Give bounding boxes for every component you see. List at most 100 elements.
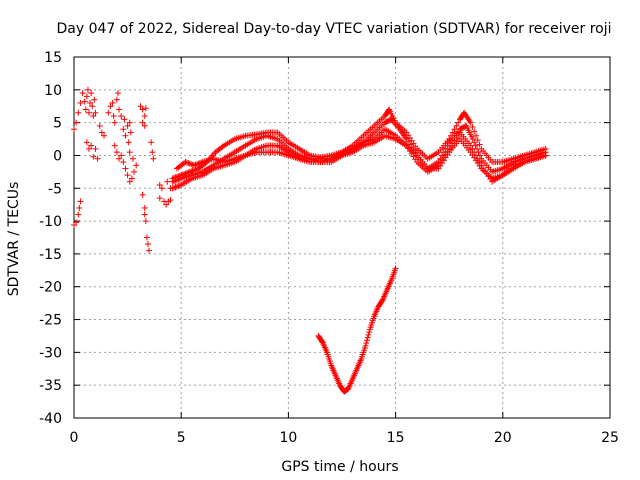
data-point [126, 119, 133, 126]
data-point [453, 122, 460, 129]
data-point [141, 122, 148, 129]
data-point [73, 119, 80, 126]
data-point [110, 113, 117, 120]
data-point [169, 178, 176, 185]
data-point [125, 139, 132, 146]
data-point [122, 165, 129, 172]
data-point [75, 109, 82, 116]
data-point [88, 90, 95, 97]
x-tick-label: 0 [70, 430, 79, 446]
data-point [158, 185, 165, 192]
y-tick-label: -10 [39, 214, 62, 230]
data-point [101, 132, 108, 139]
data-point [77, 99, 84, 106]
data-point [471, 139, 478, 146]
data-point [449, 129, 456, 136]
data-point [120, 159, 127, 166]
data-point [116, 106, 123, 113]
x-tick-label: 15 [387, 430, 405, 446]
data-point [163, 201, 170, 208]
data-point [193, 161, 200, 168]
data-point [469, 124, 476, 131]
data-point [175, 176, 182, 183]
data-point [365, 331, 372, 338]
plot-frame [73, 56, 611, 419]
data-point [182, 170, 189, 177]
data-point [188, 161, 195, 168]
data-point [171, 184, 178, 191]
data-point [146, 247, 153, 254]
data-point [87, 99, 94, 106]
data-point [86, 145, 93, 152]
data-point [176, 182, 183, 189]
data-point [186, 160, 193, 167]
data-point [128, 175, 135, 182]
data-point [191, 162, 198, 169]
y-tick-label: -5 [48, 181, 62, 197]
data-point [156, 181, 163, 188]
data-point [172, 177, 179, 184]
data-point [476, 141, 483, 148]
y-tick-label: -25 [39, 313, 62, 329]
data-point [143, 234, 150, 241]
data-point [171, 178, 178, 185]
y-tick-label: 10 [44, 83, 62, 99]
data-point [82, 106, 89, 113]
x-tick-label: 5 [177, 430, 186, 446]
data-point [141, 211, 148, 218]
data-point [81, 98, 88, 105]
data-point [83, 139, 90, 146]
data-point [364, 337, 371, 344]
y-tick-label: -20 [39, 280, 62, 296]
data-point [111, 142, 118, 149]
y-tick-label: 15 [44, 50, 62, 66]
data-point [196, 160, 203, 167]
data-point [176, 175, 183, 182]
data-point [144, 241, 151, 248]
data-point [124, 172, 131, 179]
data-point [118, 113, 125, 120]
data-point [198, 159, 205, 166]
data-point [169, 185, 176, 192]
data-point [114, 90, 121, 97]
data-point [122, 132, 129, 139]
data-point [139, 119, 146, 126]
data-point [139, 106, 146, 113]
data-point [109, 99, 116, 106]
data-point [467, 119, 474, 126]
y-tick-label: -35 [39, 378, 62, 394]
data-point [364, 334, 371, 341]
data-point [127, 129, 134, 136]
data-point [472, 142, 479, 149]
data-point [451, 126, 458, 133]
y-tick-label: -30 [39, 345, 62, 361]
data-point [113, 96, 120, 103]
data-point [129, 155, 136, 162]
data-point [96, 122, 103, 129]
data-point [173, 183, 180, 190]
x-axis-label: GPS time / hours [281, 459, 398, 475]
grid [74, 57, 610, 418]
data-point [118, 152, 125, 159]
data-point [120, 126, 127, 133]
data-point [181, 171, 188, 178]
data-point [77, 198, 84, 205]
data-point [105, 109, 112, 116]
data-point [150, 155, 157, 162]
data-point [455, 119, 462, 126]
data-point [366, 329, 373, 336]
data-point [113, 149, 120, 156]
data-point [79, 90, 86, 97]
data-point [76, 204, 83, 211]
data-point [363, 340, 370, 347]
data-point [318, 338, 325, 345]
data-point [185, 160, 192, 167]
data-point [86, 109, 93, 116]
data-point [167, 197, 174, 204]
data-point [148, 139, 155, 146]
y-tick-label: 5 [53, 116, 62, 132]
data-point [474, 137, 481, 144]
data-point [94, 155, 101, 162]
data-point [219, 143, 226, 150]
data-point [156, 195, 163, 202]
